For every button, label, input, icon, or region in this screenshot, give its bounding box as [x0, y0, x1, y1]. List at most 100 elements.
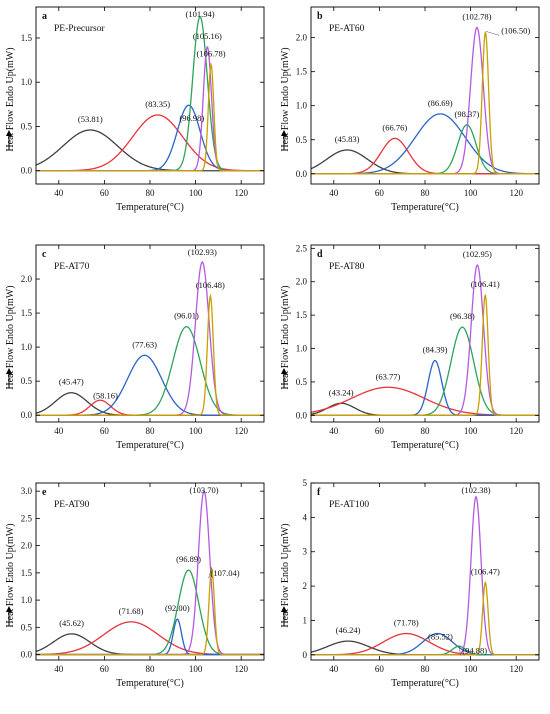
peak-label: (84.39)	[423, 345, 448, 355]
chart-svg: 40 60 80 100 120 0.0 0.5 1.0 1.5 2.0 b PE-AT60 Tempe…	[280, 6, 540, 213]
sample-label: PE-AT70	[54, 262, 90, 272]
x-tick-label: 120	[234, 426, 248, 436]
series-line-e-4	[36, 569, 264, 656]
peak-label: (43.24)	[329, 387, 354, 397]
y-tick-label: 1.5	[21, 568, 33, 578]
y-tick-label: 0.0	[21, 650, 33, 660]
x-tick-label: 120	[509, 426, 523, 436]
y-tick-label: 4	[303, 512, 308, 522]
up-arrow-icon-head	[281, 606, 287, 612]
panel-letter: b	[317, 11, 323, 22]
x-tick-label: 100	[464, 664, 478, 674]
peak-label: (63.77)	[376, 371, 401, 381]
peak-label: (46.24)	[336, 625, 361, 635]
curves	[311, 496, 539, 656]
x-tick-label: 60	[100, 426, 110, 436]
peak-label: (83.35)	[145, 99, 170, 109]
y-tick-label: 1	[303, 615, 308, 625]
peak-label: (102.93)	[188, 247, 217, 257]
series-line-a-2	[36, 114, 264, 172]
y-tick-label: 0.0	[21, 410, 33, 420]
series-line-f-1	[311, 640, 539, 656]
y-tick-label: 0.0	[21, 166, 33, 176]
y-tick-label: 2.5	[296, 243, 308, 253]
chart-panel-f: 40 60 80 100 120 0 1 2 3 4 5 f PE-AT100 Temperature(°…	[275, 476, 550, 714]
series-line-f-6	[311, 580, 539, 656]
chart-panel-a: 40 60 80 100 120 0.0 0.5 1.0 1.5 a PE-Precursor Tem…	[0, 0, 275, 238]
curves	[36, 15, 264, 172]
series-line-f-2	[311, 632, 539, 656]
x-tick-label: 40	[54, 188, 64, 198]
series-line-b-6	[311, 32, 539, 175]
peak-label: (102.38)	[462, 485, 491, 495]
peak-label: (53.81)	[78, 114, 103, 124]
peak-label: (107.04)	[210, 568, 239, 578]
peak-label: (103.70)	[190, 485, 219, 495]
up-arrow-icon-head	[6, 130, 12, 136]
peak-leader-line	[485, 30, 500, 36]
x-axis-label: Temperature(°C)	[116, 202, 184, 213]
y-tick-label: 1.0	[21, 342, 33, 352]
up-arrow-icon-head	[281, 130, 287, 136]
x-tick-label: 40	[54, 664, 64, 674]
series-line-f-4	[311, 645, 539, 656]
peak-label: (102.95)	[463, 249, 492, 259]
y-tick-label: 2	[303, 581, 308, 591]
series-line-e-6	[36, 566, 264, 656]
x-axis-label: Temperature(°C)	[116, 678, 184, 689]
y-tick-label: 3.0	[21, 486, 33, 496]
x-tick-label: 100	[189, 188, 203, 198]
x-tick-label: 80	[421, 188, 431, 198]
series-line-b-4	[311, 124, 539, 175]
peak-label: (105.16)	[193, 31, 222, 41]
x-tick-label: 100	[189, 426, 203, 436]
peak-label: (106.41)	[471, 279, 500, 289]
x-tick-label: 80	[146, 664, 156, 674]
peak-label: (58.16)	[93, 391, 118, 401]
y-tick-label: 2.5	[21, 513, 33, 523]
peak-label: (96.01)	[174, 311, 199, 321]
y-tick-label: 1.5	[296, 310, 308, 320]
sample-label: PE-Precursor	[54, 24, 105, 34]
x-tick-label: 100	[189, 664, 203, 674]
panel-letter: a	[42, 11, 47, 22]
x-tick-label: 120	[509, 188, 523, 198]
x-tick-label: 40	[329, 664, 339, 674]
y-tick-label: 1.0	[296, 101, 308, 111]
y-tick-label: 3	[303, 547, 308, 557]
y-tick-label: 0.5	[296, 135, 308, 145]
peak-label: (71.78)	[394, 618, 419, 628]
x-tick-label: 80	[421, 664, 431, 674]
series-line-a-6	[36, 62, 264, 172]
x-axis-label: Temperature(°C)	[391, 678, 459, 689]
panel-letter: c	[42, 249, 47, 260]
peak-label: (94.88)	[462, 646, 487, 656]
y-tick-label: 1.0	[21, 595, 33, 605]
chart-svg: 40 60 80 100 120 0.0 0.5 1.0 1.5 2.0 c PE-AT70 Tempe…	[5, 244, 265, 451]
y-tick-label: 2.0	[21, 541, 33, 551]
curves	[36, 261, 264, 416]
sample-label: PE-AT100	[329, 500, 369, 510]
y-axis-label: Heat Flow Endo Up(mW)	[280, 523, 291, 627]
x-tick-label: 100	[464, 426, 478, 436]
y-axis-label: Heat Flow Endo Up(mW)	[5, 285, 16, 389]
chart-panel-e: 40 60 80 100 120 0.0 0.5 1.0 1.5 2.0 2.5 3.0 e PE-AT9…	[0, 476, 275, 714]
peak-label: (101.94)	[185, 9, 214, 19]
peak-leader-line	[208, 567, 212, 579]
sample-label: PE-AT60	[329, 24, 365, 34]
y-tick-label: 0.5	[21, 121, 33, 131]
x-axis-label: Temperature(°C)	[116, 440, 184, 451]
series-line-a-1	[36, 129, 264, 172]
y-axis-label: Heat Flow Endo Up(mW)	[5, 47, 16, 151]
peak-label: (71.68)	[119, 606, 144, 616]
panel-letter: d	[317, 249, 323, 260]
x-tick-label: 120	[234, 188, 248, 198]
up-arrow-icon-head	[6, 606, 12, 612]
peak-label: (96.98)	[179, 113, 204, 123]
series-line-c-6	[36, 293, 264, 416]
x-tick-label: 60	[100, 664, 110, 674]
y-tick-label: 2.0	[296, 33, 308, 43]
y-tick-label: 0.5	[296, 377, 308, 387]
y-tick-label: 2.0	[296, 277, 308, 287]
chart-panel-d: 40 60 80 100 120 0.0 0.5 1.0 1.5 2.0 2.5 d PE-AT80 Te…	[275, 238, 550, 476]
